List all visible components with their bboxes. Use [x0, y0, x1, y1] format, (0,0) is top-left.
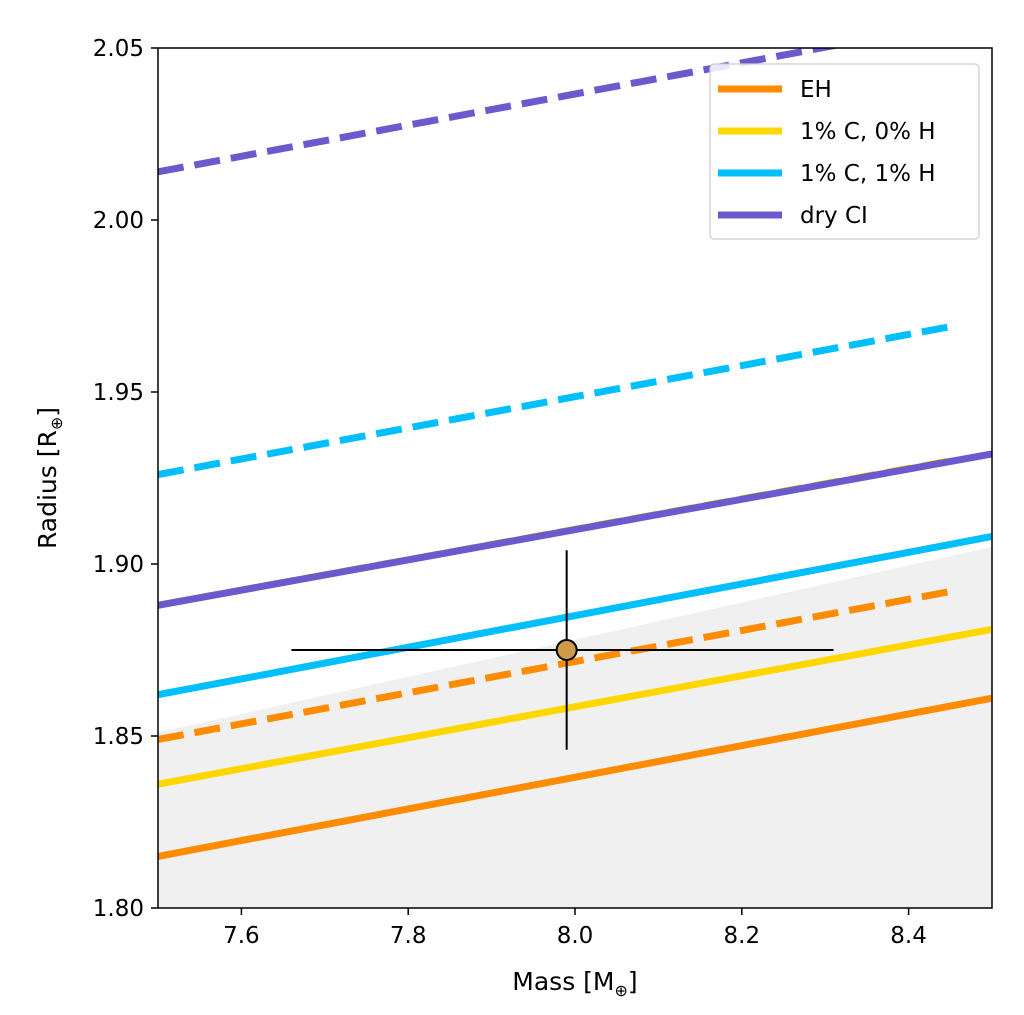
- x-axis-label: Mass [M⊕]: [512, 967, 637, 1000]
- x-tick-label: 8.4: [890, 923, 927, 949]
- y-tick-label: 1.95: [93, 380, 144, 406]
- y-tick-label: 1.80: [93, 896, 144, 922]
- legend-box: [709, 63, 980, 240]
- x-tick-label: 7.6: [223, 923, 260, 949]
- legend: EH 1% C, 0% H 1% C, 1% H dry CI: [709, 63, 980, 240]
- x-tick-label: 8.2: [724, 923, 761, 949]
- x-tick-label: 8.0: [557, 923, 594, 949]
- series-line-6-solid: [158, 450, 992, 609]
- y-tick-label: 2.00: [93, 208, 144, 234]
- y-axis-ticks: 1.80 1.85 1.90 1.95 2.00 2.05: [93, 36, 158, 922]
- legend-label: EH: [800, 77, 832, 103]
- data-point: [555, 639, 578, 661]
- x-axis-ticks: 7.6 7.8 8.0 8.2 8.4: [223, 908, 927, 949]
- series-line-4-solid: [158, 533, 992, 699]
- y-tick-label: 1.90: [93, 552, 144, 578]
- legend-label: 1% C, 1% H: [800, 161, 936, 187]
- x-tick-label: 7.8: [390, 923, 427, 949]
- shaded-region: [158, 546, 992, 908]
- y-tick-label: 1.85: [93, 724, 144, 750]
- legend-label: dry CI: [800, 203, 868, 229]
- series-line-0-solid: [158, 694, 992, 860]
- y-axis-label: Radius [R⊕]: [33, 407, 66, 549]
- legend-label: 1% C, 0% H: [800, 119, 936, 145]
- series-line-5-dashed: [158, 323, 951, 479]
- series-line-2-solid: [158, 625, 992, 788]
- plot-area: [158, 48, 992, 908]
- y-tick-label: 2.05: [93, 36, 144, 62]
- series-line-1-dashed: [158, 588, 951, 743]
